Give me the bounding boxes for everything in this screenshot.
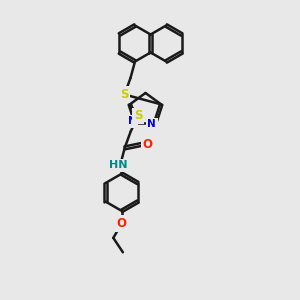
- Text: S: S: [134, 109, 142, 122]
- Text: S: S: [120, 88, 129, 101]
- Text: O: O: [117, 217, 127, 230]
- Text: N: N: [147, 119, 156, 129]
- Text: N: N: [128, 116, 136, 126]
- Text: HN: HN: [109, 160, 127, 170]
- Text: O: O: [142, 138, 152, 151]
